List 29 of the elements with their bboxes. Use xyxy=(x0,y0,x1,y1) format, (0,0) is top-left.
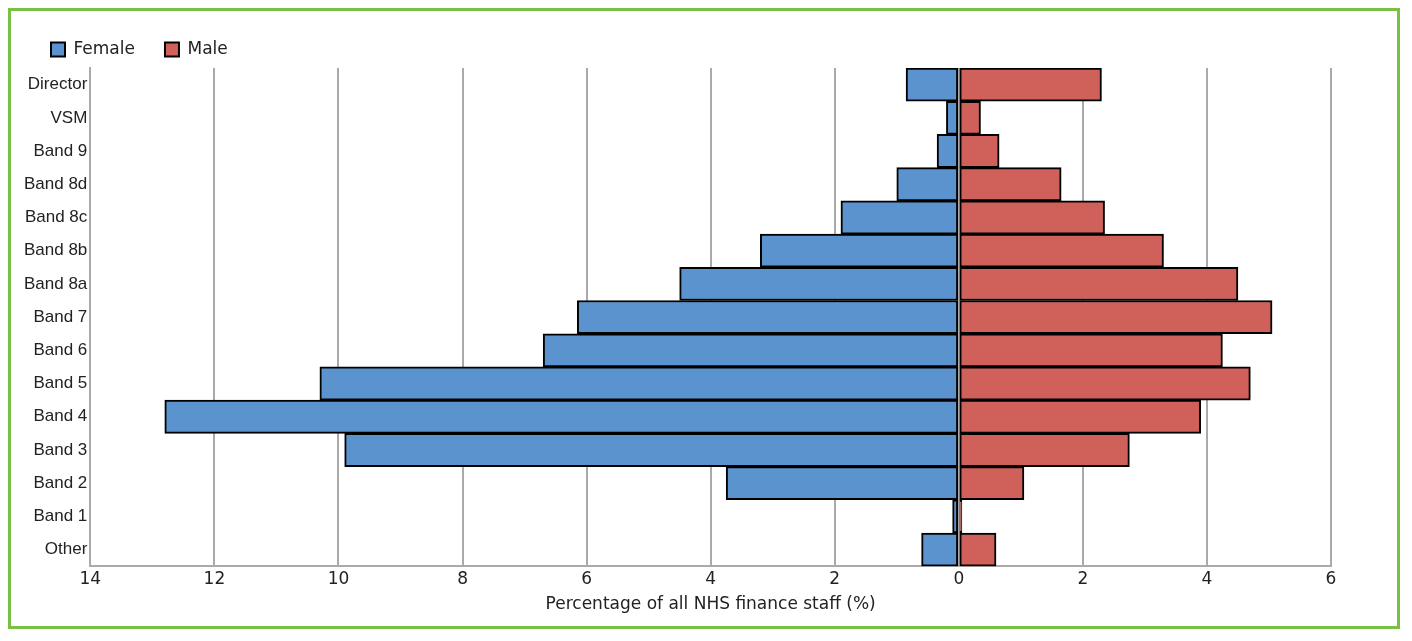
x-tick-label: 10 xyxy=(327,567,350,588)
y-tick-label: Band 6 xyxy=(33,340,88,359)
x-tick-label: 4 xyxy=(1201,567,1213,588)
x-tick-label: 6 xyxy=(1325,567,1337,588)
x-tick-label: 14 xyxy=(79,567,102,588)
y-tick-label: Band 4 xyxy=(33,406,88,426)
y-tick-label: Band 9 xyxy=(33,140,88,160)
x-tick-label: 12 xyxy=(203,567,226,588)
y-tick-label: VSM xyxy=(50,107,88,127)
y-tick-label: Band 5 xyxy=(33,373,88,393)
x-axis-title: Percentage of all NHS finance staff (%) xyxy=(545,593,876,614)
y-tick-label: Band 3 xyxy=(33,439,88,459)
legend-label: Male xyxy=(187,37,228,58)
y-tick-label: Band 8c xyxy=(24,207,88,227)
y-tick-label: Director xyxy=(27,74,88,94)
x-tick-label: 8 xyxy=(457,567,468,588)
y-tick-label: Other xyxy=(44,539,88,559)
legend-label: Female xyxy=(73,37,135,58)
y-tick-label: Band 1 xyxy=(33,506,88,526)
y-tick-label: Band 8a xyxy=(23,273,88,293)
x-tick-label: 2 xyxy=(829,567,841,588)
x-tick-label: 4 xyxy=(705,567,717,588)
x-tick-label: 6 xyxy=(581,567,593,588)
y-tick-label: Band 8d xyxy=(23,173,88,193)
y-tick-label: Band 2 xyxy=(33,472,88,492)
x-tick-label: 2 xyxy=(1077,567,1089,588)
x-tick-label: 0 xyxy=(953,567,965,588)
y-tick-label: Band 7 xyxy=(33,306,88,326)
y-tick-label: Band 8b xyxy=(23,240,88,260)
